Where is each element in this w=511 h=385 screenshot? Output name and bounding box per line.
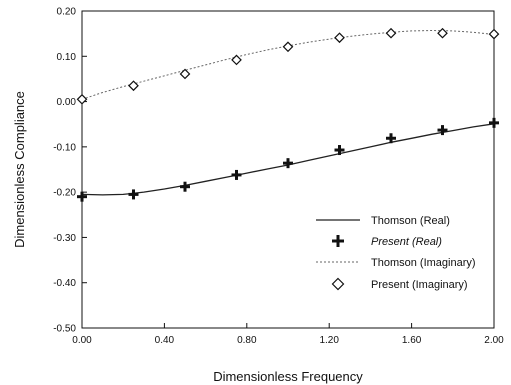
legend-diamond-swatch bbox=[331, 277, 345, 291]
y-tick-label: -0.30 bbox=[53, 233, 76, 244]
y-tick-label: 0.20 bbox=[57, 7, 77, 18]
legend-item: Present (Imaginary) bbox=[331, 277, 468, 291]
plot-area bbox=[81, 10, 495, 329]
data-point-diamond bbox=[179, 68, 191, 80]
data-point-plus bbox=[334, 145, 345, 156]
x-tick-label: 2.00 bbox=[484, 335, 504, 346]
plot-frame bbox=[81, 10, 495, 329]
legend-plus-swatch bbox=[332, 235, 344, 247]
legend-label: Thomson (Real) bbox=[371, 215, 450, 227]
x-axis-ticks: 0.00 0.40 0.80 1.20 1.60 2.00 bbox=[72, 323, 504, 346]
y-axis-title: Dimensionless Compliance bbox=[12, 91, 27, 248]
legend-label: Present (Real) bbox=[371, 236, 442, 248]
data-point-diamond bbox=[76, 93, 88, 105]
legend-label: Present (Imaginary) bbox=[371, 279, 468, 291]
data-point-plus bbox=[489, 117, 499, 128]
x-tick-label: 0.00 bbox=[72, 335, 92, 346]
x-tick-label: 1.60 bbox=[402, 335, 422, 346]
data-point-diamond bbox=[385, 27, 397, 39]
data-point-diamond bbox=[231, 54, 242, 66]
data-point-plus bbox=[231, 169, 242, 180]
data-point-diamond bbox=[488, 28, 500, 40]
data-point-plus bbox=[128, 189, 139, 200]
data-point-diamond bbox=[282, 41, 294, 53]
y-tick-label: -0.50 bbox=[53, 324, 76, 335]
series-line-2 bbox=[81, 29, 495, 100]
y-tick-label: -0.10 bbox=[53, 142, 76, 153]
legend-label: Thomson (Imaginary) bbox=[371, 257, 476, 269]
x-tick-label: 1.20 bbox=[319, 335, 339, 346]
data-point-diamond bbox=[334, 32, 345, 44]
data-point-plus bbox=[283, 158, 293, 169]
data-point-plus bbox=[180, 181, 190, 192]
x-axis-title: Dimensionless Frequency bbox=[213, 369, 363, 384]
data-point-diamond bbox=[128, 80, 139, 92]
data-point-plus bbox=[437, 125, 448, 136]
data-point-plus bbox=[386, 133, 396, 144]
y-axis-ticks: 0.20 0.10 0.00 -0.10 -0.20 -0.30 -0.40 -0.50 bbox=[53, 7, 87, 335]
data-point-plus bbox=[77, 191, 87, 202]
legend-item: Thomson (Imaginary) bbox=[316, 257, 476, 269]
y-tick-label: 0.10 bbox=[57, 52, 77, 63]
y-tick-label: -0.20 bbox=[53, 188, 76, 199]
series-layer bbox=[76, 27, 500, 202]
x-tick-label: 0.80 bbox=[237, 335, 257, 346]
legend-item: Present (Real) bbox=[332, 235, 442, 248]
data-point-diamond bbox=[437, 27, 448, 39]
x-tick-label: 0.40 bbox=[155, 335, 175, 346]
y-tick-label: 0.00 bbox=[57, 97, 77, 108]
legend: Thomson (Real) Present (Real) Thomson (Ima… bbox=[316, 215, 476, 291]
y-tick-label: -0.40 bbox=[53, 278, 76, 289]
legend-item: Thomson (Real) bbox=[316, 215, 450, 227]
